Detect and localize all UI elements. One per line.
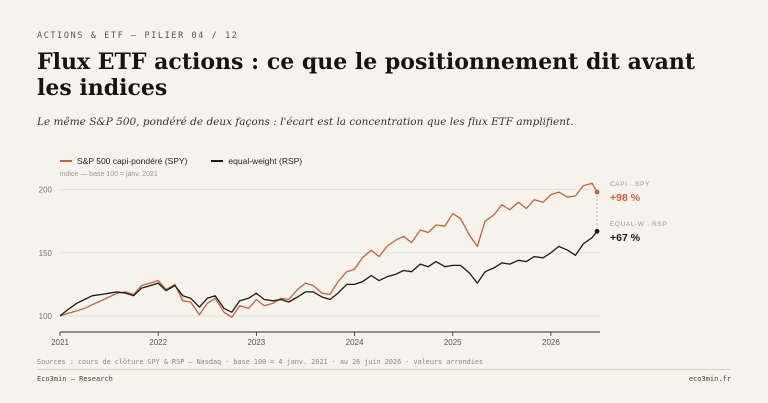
- chart-note: indice — base 100 = janv. 2021: [60, 171, 158, 178]
- page-title: Flux ETF actions : ce que le positionnem…: [37, 49, 696, 101]
- end-point-spy: [594, 189, 600, 195]
- end-tag-rsp: EQUAL-W · RSP: [610, 221, 667, 228]
- kicker: ACTIONS & ETF — PILIER 04 / 12: [37, 31, 239, 41]
- legend-item-spy: S&P 500 capi-pondéré (SPY): [60, 156, 187, 166]
- x-tick-label-2023: 2023: [247, 338, 265, 347]
- series-line-rsp: [59, 230, 598, 317]
- footer-divider: [37, 369, 731, 370]
- x-tick-label-2026: 2026: [542, 338, 560, 347]
- legend-swatch-spy: [60, 160, 72, 162]
- x-tick-label-2024: 2024: [346, 338, 364, 347]
- y-tick-label-150: 150: [39, 249, 53, 258]
- site-link[interactable]: eco3min.fr: [688, 375, 731, 383]
- legend-swatch-rsp: [211, 160, 224, 162]
- series-line-spy: [59, 182, 598, 318]
- end-point-rsp: [594, 228, 600, 234]
- end-value-spy: +98 %: [610, 192, 641, 204]
- brand-label: Eco3min — Research: [37, 375, 113, 383]
- legend-item-rsp: equal-weight (RSP): [211, 156, 302, 166]
- x-tick-label-2022: 2022: [149, 338, 167, 347]
- legend-label-rsp: equal-weight (RSP): [228, 156, 303, 166]
- y-tick-label-200: 200: [39, 186, 53, 195]
- legend-label-spy: S&P 500 capi-pondéré (SPY): [77, 156, 188, 166]
- source-note: Sources : cours de clôture SPY & RSP — N…: [37, 358, 484, 366]
- x-tick-label-2021: 2021: [51, 338, 69, 347]
- end-value-rsp: +67 %: [610, 232, 641, 244]
- end-tag-spy: CAPI · SPY: [610, 181, 650, 188]
- chart-legend: S&P 500 capi-pondéré (SPY) equal-weight …: [60, 156, 302, 166]
- subtitle: Le même S&P 500, pondéré de deux façons …: [37, 116, 574, 128]
- x-tick-label-2025: 2025: [444, 338, 462, 347]
- y-tick-label-100: 100: [39, 312, 53, 321]
